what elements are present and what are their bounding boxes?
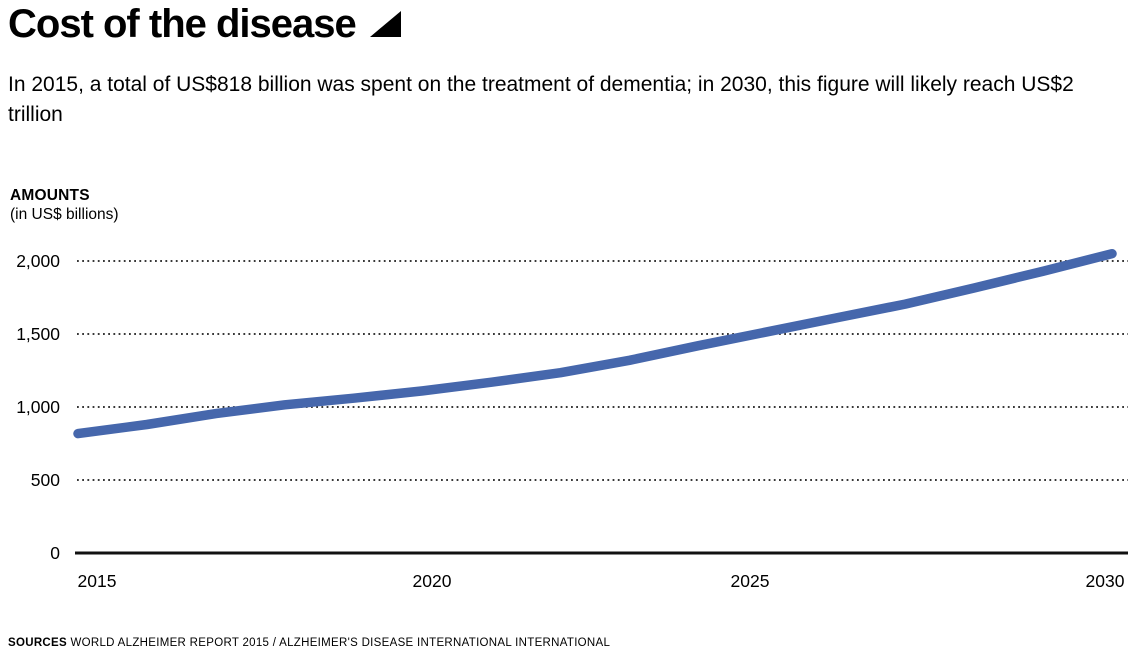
- x-tick-label: 2015: [77, 571, 117, 591]
- y-axis-title-label: AMOUNTS: [10, 187, 90, 204]
- x-tick-label: 2025: [730, 571, 770, 591]
- page-title-text: Cost of the disease: [8, 2, 357, 46]
- y-tick-label: 1,000: [16, 397, 60, 417]
- cost-line-series: [73, 248, 1117, 439]
- y-tick-label: 500: [30, 470, 60, 490]
- x-tick-label: 2030: [1085, 571, 1125, 591]
- chart-subtitle: In 2015, a total of US$818 billion was s…: [8, 73, 1074, 126]
- x-tick-label: 2020: [412, 571, 452, 591]
- sources-text: WORLD ALZHEIMER REPORT 2015 / ALZHEIMER'…: [70, 637, 611, 649]
- y-axis-title: AMOUNTS (in US$ billions): [10, 186, 119, 224]
- page-title: Cost of the disease: [8, 2, 401, 47]
- y-tick-label: 2,000: [16, 251, 60, 271]
- y-tick-label: 0: [50, 543, 60, 563]
- triangle-icon: [369, 11, 401, 37]
- source-line: SOURCES WORLD ALZHEIMER REPORT 2015 / AL…: [8, 637, 610, 649]
- y-axis-unit-label: (in US$ billions): [10, 206, 119, 223]
- sources-label: SOURCES: [8, 637, 67, 649]
- y-tick-label: 1,500: [16, 324, 60, 344]
